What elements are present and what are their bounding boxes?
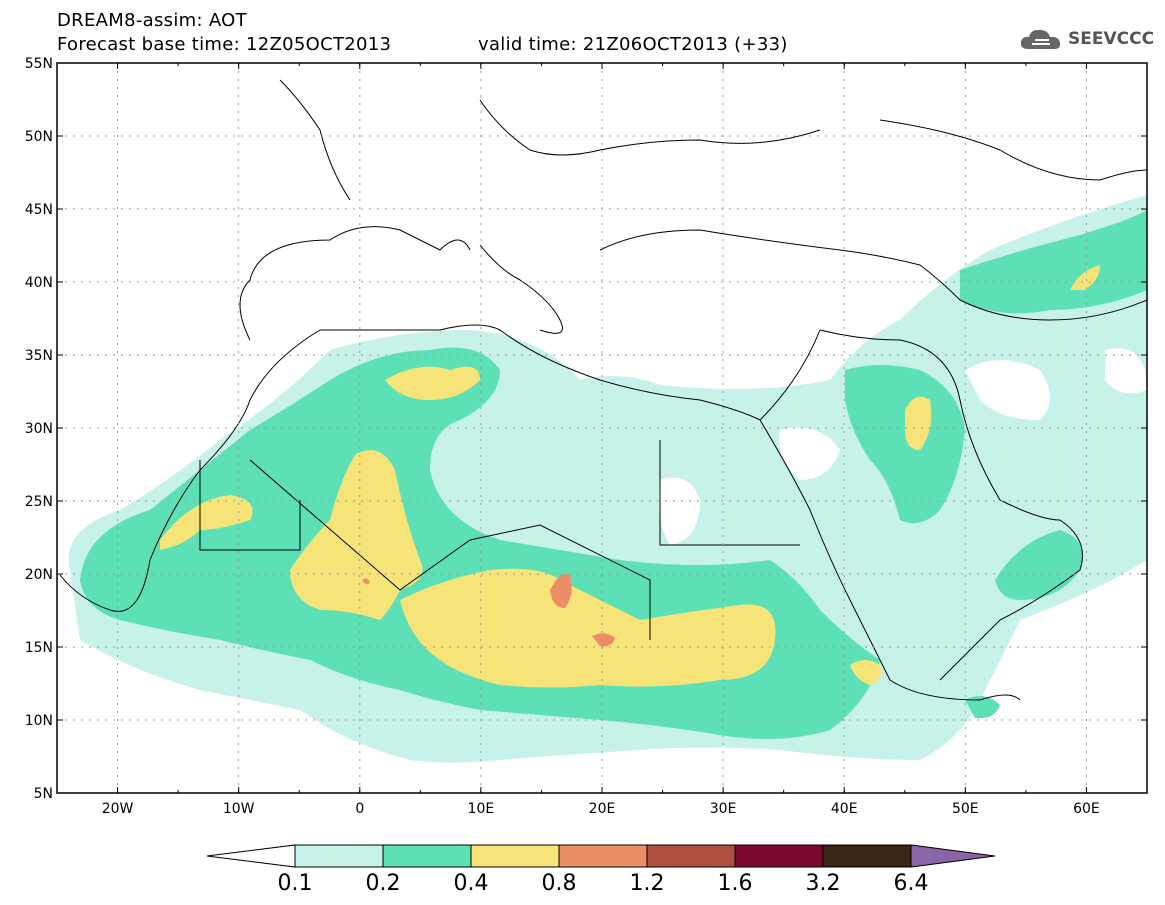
lat-label: 50N xyxy=(25,129,53,145)
lon-label: 0 xyxy=(355,801,364,817)
lat-axis-labels: 55N 50N 45N 40N 35N 30N 25N 20N 15N 10N 5N xyxy=(25,56,53,802)
lon-label: 20E xyxy=(589,801,616,817)
graticule xyxy=(57,63,1147,793)
valid-time: valid time: 21Z06OCT2013 (+33) xyxy=(478,34,788,55)
lat-label: 45N xyxy=(25,202,53,218)
lon-label: 50E xyxy=(952,801,979,817)
seevccc-logo: SEEVCCC xyxy=(1018,25,1154,53)
colorbar-min-arrow xyxy=(206,844,296,868)
aot-contours xyxy=(68,195,1147,763)
lat-label: 15N xyxy=(25,640,53,656)
colorbar-tick-label: 0.8 xyxy=(542,871,577,896)
colorbar-tick-label: 0.1 xyxy=(278,871,313,896)
colorbar-swatch xyxy=(470,844,560,868)
colorbar-swatch xyxy=(558,844,648,868)
colorbar-tick-label: 0.2 xyxy=(366,871,401,896)
lon-label: 10E xyxy=(468,801,495,817)
lat-label: 35N xyxy=(25,348,53,364)
axis-ticks xyxy=(56,62,1148,794)
colorbar-swatch xyxy=(734,844,824,868)
lat-label: 55N xyxy=(25,56,53,72)
lat-label: 30N xyxy=(25,421,53,437)
colorbar-tick-label: 1.2 xyxy=(630,871,665,896)
colorbar-tick-label: 0.4 xyxy=(454,871,489,896)
lat-label: 25N xyxy=(25,494,53,510)
colorbar-tick-label: 1.6 xyxy=(718,871,753,896)
colorbar-swatch xyxy=(646,844,736,868)
colorbar-swatch xyxy=(382,844,472,868)
lon-axis-labels: 20W 10W 0 10E 20E 30E 40E 50E 60E xyxy=(102,801,1100,817)
colorbar: 0.1 0.2 0.4 0.8 1.2 1.6 3.2 6.4 xyxy=(206,844,996,896)
colorbar-swatch xyxy=(294,844,384,868)
colorbar-swatch xyxy=(822,844,912,868)
lat-label: 10N xyxy=(25,713,53,729)
lat-label: 40N xyxy=(25,275,53,291)
lat-label: 5N xyxy=(34,786,53,802)
colorbar-tick-label: 3.2 xyxy=(806,871,841,896)
logo-text: SEEVCCC xyxy=(1068,29,1155,49)
lon-label: 40E xyxy=(831,801,858,817)
forecast-base-time: Forecast base time: 12Z05OCT2013 xyxy=(57,34,392,55)
colorbar-max-arrow xyxy=(910,844,996,868)
lon-label: 30E xyxy=(710,801,737,817)
lon-label: 10W xyxy=(223,801,255,817)
colorbar-tick-label: 6.4 xyxy=(894,871,929,896)
coastlines xyxy=(59,79,1147,701)
cloud-icon xyxy=(1020,29,1061,49)
aot-contour-0.4 xyxy=(290,450,423,620)
aot-contour-0.8 xyxy=(550,574,572,608)
lat-label: 20N xyxy=(25,567,53,583)
map-title: DREAM8-assim: AOT xyxy=(57,10,247,31)
lon-label: 60E xyxy=(1073,801,1100,817)
lon-label: 20W xyxy=(102,801,134,817)
